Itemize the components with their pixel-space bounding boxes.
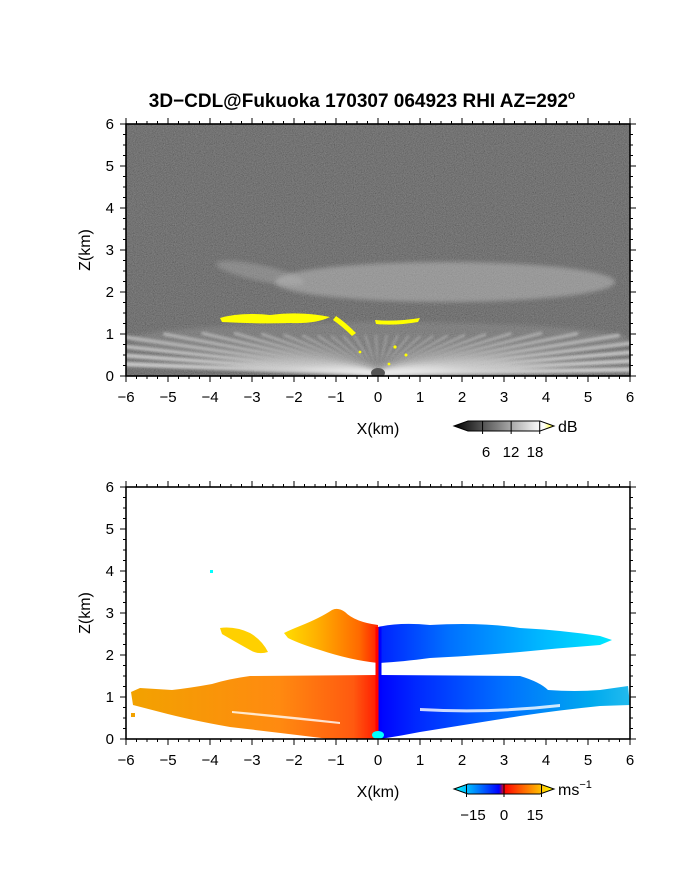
radar-site-marker bbox=[371, 368, 385, 376]
upper-layer-right bbox=[378, 623, 612, 663]
scan-ray bbox=[375, 367, 630, 376]
colorbar-tick-label: 12 bbox=[503, 444, 520, 461]
colorbar-tick-label: 0 bbox=[500, 807, 508, 824]
x-tick-label: −5 bbox=[159, 752, 176, 769]
x-tick-label: 2 bbox=[458, 389, 466, 406]
y-tick-label: 1 bbox=[106, 689, 114, 706]
velocity-panel: −6 −5 −4 −3 −2 −1 0 1 2 3 4 5 6 0 1 2 3 … bbox=[77, 479, 636, 824]
y-tick-label: 3 bbox=[106, 605, 114, 622]
backscatter-heatmap bbox=[126, 124, 630, 376]
y-tick-label: 0 bbox=[106, 368, 114, 385]
backscatter-x-tick-labels: −6 −5 −4 −3 −2 −1 0 1 2 3 4 5 6 bbox=[117, 389, 634, 406]
x-tick-label: −2 bbox=[285, 752, 302, 769]
x-tick-label: −2 bbox=[285, 389, 302, 406]
y-tick-label: 4 bbox=[106, 200, 114, 217]
velocity-gap-streak bbox=[232, 711, 340, 724]
x-tick-label: 6 bbox=[626, 389, 634, 406]
strong-echo-band bbox=[220, 313, 420, 366]
isolated-echo bbox=[131, 713, 135, 717]
x-tick-label: 1 bbox=[416, 389, 424, 406]
velocity-colorbar: −15 0 15 ms−1 bbox=[452, 779, 592, 824]
y-tick-label: 3 bbox=[106, 242, 114, 259]
y-tick-label: 2 bbox=[106, 647, 114, 664]
backscatter-y-axis-label: Z(km) bbox=[77, 229, 94, 271]
upper-layer-left-patch bbox=[220, 627, 268, 654]
y-tick-label: 5 bbox=[106, 158, 114, 175]
scan-ray bbox=[375, 358, 630, 376]
x-tick-label: −1 bbox=[327, 752, 344, 769]
x-tick-label: 1 bbox=[416, 752, 424, 769]
x-tick-label: 3 bbox=[500, 752, 508, 769]
elevated-aerosol-layer-left bbox=[215, 260, 305, 286]
scan-ray bbox=[375, 350, 630, 376]
y-tick-label: 0 bbox=[106, 731, 114, 748]
y-tick-label: 5 bbox=[106, 521, 114, 538]
x-tick-label: −6 bbox=[117, 752, 134, 769]
x-tick-label: −3 bbox=[243, 752, 260, 769]
velocity-colorbar-ticks bbox=[466, 784, 542, 797]
x-tick-label: −5 bbox=[159, 389, 176, 406]
velocity-heatmap bbox=[126, 487, 630, 739]
y-tick-label: 6 bbox=[106, 116, 114, 133]
y-tick-label: 6 bbox=[106, 479, 114, 496]
colorbar-tick-label: 15 bbox=[527, 807, 544, 824]
lower-aerosol-layer bbox=[130, 322, 630, 358]
x-tick-label: 2 bbox=[458, 752, 466, 769]
x-tick-label: −6 bbox=[117, 389, 134, 406]
x-tick-label: 6 bbox=[626, 752, 634, 769]
isolated-echo bbox=[210, 570, 213, 573]
x-tick-label: −4 bbox=[201, 752, 218, 769]
x-tick-label: 5 bbox=[584, 389, 592, 406]
backscatter-panel: −6 −5 −4 −3 −2 −1 0 1 2 3 4 5 6 0 1 2 3 … bbox=[77, 116, 636, 461]
velocity-y-axis-label: Z(km) bbox=[77, 592, 94, 634]
lower-layer-right bbox=[378, 675, 630, 739]
backscatter-ticks bbox=[120, 118, 636, 382]
velocity-y-tick-labels: 0 1 2 3 4 5 6 bbox=[106, 479, 114, 748]
x-tick-label: 5 bbox=[584, 752, 592, 769]
scan-ray bbox=[126, 361, 381, 376]
backscatter-colorbar-bar bbox=[452, 420, 556, 432]
chart-title: 3D−CDL@Fukuoka 170307 064923 RHI AZ=292o bbox=[149, 88, 576, 112]
x-tick-label: 0 bbox=[374, 389, 382, 406]
backscatter-x-axis-label: X(km) bbox=[357, 421, 400, 438]
unit-superscript: −1 bbox=[579, 779, 592, 791]
backscatter-colorbar-unit: dB bbox=[558, 419, 578, 436]
x-tick-label: 0 bbox=[374, 752, 382, 769]
velocity-x-axis-label: X(km) bbox=[357, 784, 400, 801]
colorbar-tick-label: 6 bbox=[482, 444, 490, 461]
lower-layer-left bbox=[131, 675, 378, 739]
x-tick-label: −1 bbox=[327, 389, 344, 406]
x-tick-label: 3 bbox=[500, 389, 508, 406]
elevated-aerosol-layer bbox=[275, 262, 615, 302]
colorbar-tick-label: 18 bbox=[527, 444, 544, 461]
x-tick-label: −4 bbox=[201, 389, 218, 406]
colorbar-tick-label: −15 bbox=[460, 807, 485, 824]
x-tick-label: −3 bbox=[243, 389, 260, 406]
title-degree-superscript: o bbox=[568, 88, 575, 102]
velocity-x-tick-labels: −6 −5 −4 −3 −2 −1 0 1 2 3 4 5 6 bbox=[117, 752, 634, 769]
radar-site-marker bbox=[372, 731, 384, 739]
backscatter-y-tick-labels: 0 1 2 3 4 5 6 bbox=[106, 116, 114, 385]
backscatter-colorbar: 6 12 18 dB bbox=[452, 419, 578, 461]
upper-layer-left bbox=[284, 608, 378, 663]
backscatter-colorbar-ticks bbox=[482, 421, 541, 434]
y-tick-label: 2 bbox=[106, 284, 114, 301]
velocity-ticks bbox=[120, 481, 636, 745]
x-tick-label: 4 bbox=[542, 389, 550, 406]
velocity-colorbar-unit: ms−1 bbox=[558, 779, 592, 799]
x-tick-label: 4 bbox=[542, 752, 550, 769]
y-tick-label: 4 bbox=[106, 563, 114, 580]
velocity-gap-streak bbox=[420, 704, 560, 713]
y-tick-label: 1 bbox=[106, 326, 114, 343]
